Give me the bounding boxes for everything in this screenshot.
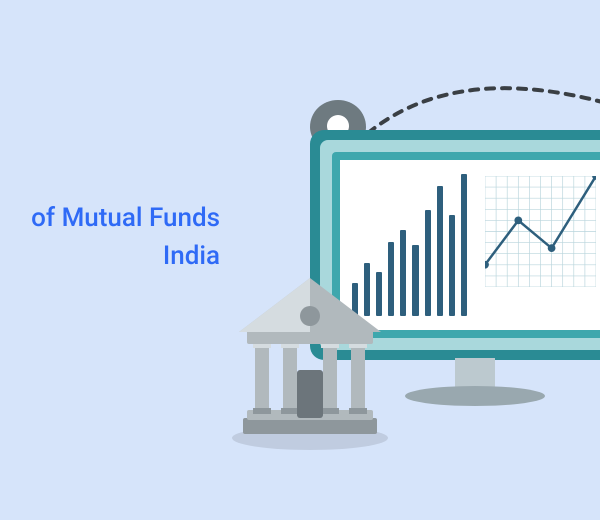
monitor-stand <box>405 358 545 406</box>
bank-building-icon <box>225 260 395 450</box>
chart-bar <box>400 230 406 316</box>
title-text: of Mutual Funds India <box>0 200 220 275</box>
chart-bar <box>461 174 467 316</box>
chart-bar <box>412 245 418 316</box>
title-line-2: India <box>0 238 220 276</box>
line-chart-panel <box>479 168 600 322</box>
chart-bar <box>449 215 455 316</box>
chart-bar <box>425 210 431 317</box>
chart-bar <box>437 186 443 316</box>
title-line-1: of Mutual Funds <box>0 200 220 238</box>
